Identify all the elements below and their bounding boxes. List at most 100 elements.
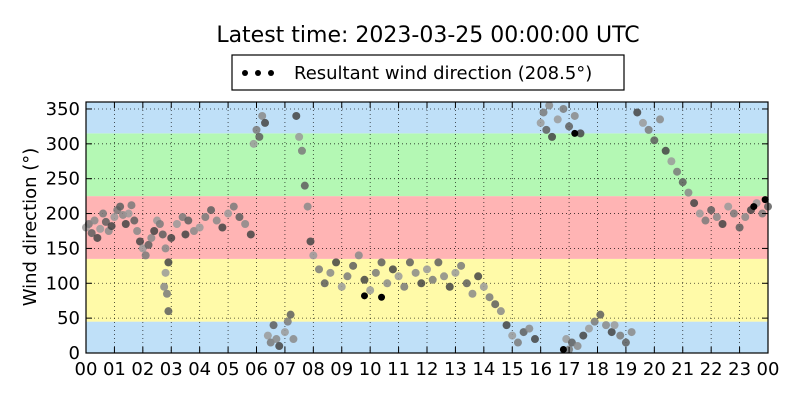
- x-tick-label: 06: [245, 359, 268, 380]
- wind-direction-point: [400, 282, 409, 291]
- wind-direction-point: [241, 220, 250, 229]
- wind-direction-point: [164, 307, 173, 316]
- x-tick-label: 07: [273, 359, 296, 380]
- wind-direction-point: [164, 258, 173, 267]
- wind-direction-point: [502, 321, 511, 330]
- data-points: [82, 101, 772, 354]
- wind-direction-point: [411, 268, 420, 277]
- wind-direction-point: [684, 188, 693, 197]
- wind-direction-point: [332, 258, 341, 267]
- wind-direction-point: [394, 272, 403, 281]
- wind-direction-point: [434, 258, 443, 267]
- wind-direction-point: [690, 199, 699, 208]
- wind-direction-point: [548, 132, 557, 141]
- x-tick-label: 08: [302, 359, 325, 380]
- wind-direction-point: [286, 310, 295, 319]
- wind-direction-point: [320, 279, 329, 288]
- wind-direction-point: [474, 272, 483, 281]
- x-tick-label: 15: [501, 359, 524, 380]
- wind-direction-point: [162, 289, 171, 298]
- wind-direction-point: [678, 178, 687, 187]
- x-axis: 00 01 02 03 04 05 06 07 08 09 10 11 12 13 14 15 16 17 18 19…: [75, 102, 779, 380]
- wind-direction-point: [155, 220, 164, 229]
- wind-direction-point: [371, 268, 380, 277]
- wind-direction-point: [161, 268, 170, 277]
- wind-direction-point: [124, 209, 133, 218]
- wind-direction-point: [729, 209, 738, 218]
- x-tick-label: 12: [416, 359, 439, 380]
- wind-direction-point: [135, 237, 144, 246]
- wind-direction-point: [343, 272, 352, 281]
- wind-direction-point: [573, 342, 582, 351]
- wind-direction-point: [644, 125, 653, 134]
- x-tick-label: 10: [359, 359, 382, 380]
- wind-direction-point: [160, 282, 169, 291]
- wind-direction-point: [496, 307, 505, 316]
- wind-direction-point: [218, 223, 227, 232]
- wind-direction-point: [315, 265, 324, 274]
- wind-direction-point: [172, 220, 181, 229]
- wind-direction-point: [116, 202, 125, 211]
- wind-direction-point: [255, 132, 264, 141]
- wind-direction-point: [121, 220, 130, 229]
- legend-marker-dot: [242, 70, 248, 76]
- wind-direction-point: [306, 237, 315, 246]
- wind-direction-point: [147, 233, 156, 242]
- wind-direction-point: [530, 335, 539, 344]
- x-tick-label: 04: [188, 359, 211, 380]
- x-tick-label: 05: [217, 359, 240, 380]
- wind-direction-point: [224, 209, 233, 218]
- wind-direction-point: [280, 328, 289, 337]
- wind-direction-point: [445, 282, 454, 291]
- wind-direction-point: [297, 146, 306, 155]
- wind-direction-point: [661, 146, 670, 155]
- x-tick-label: 21: [671, 359, 694, 380]
- wind-direction-point: [718, 220, 727, 229]
- y-tick-label: 250: [46, 169, 80, 190]
- y-tick-label: 350: [46, 99, 80, 120]
- wind-direction-point: [161, 244, 170, 253]
- plot-area: [82, 101, 772, 354]
- wind-direction-point: [201, 213, 210, 222]
- wind-direction-point: [130, 216, 139, 225]
- y-axis-label: Wind direction (°): [20, 148, 41, 307]
- recent-wind-point: [761, 196, 769, 204]
- x-tick-label: 14: [472, 359, 495, 380]
- wind-direction-point: [428, 275, 437, 284]
- wind-direction-point: [673, 167, 682, 176]
- wind-direction-point: [491, 300, 500, 309]
- recent-wind-point: [571, 129, 579, 137]
- x-tick-label: 23: [728, 359, 751, 380]
- wind-direction-point: [141, 251, 150, 260]
- wind-direction-point: [107, 222, 116, 231]
- wind-direction-point: [650, 136, 659, 145]
- wind-direction-point: [133, 226, 142, 235]
- wind-direction-point: [607, 328, 616, 337]
- wind-direction-point: [576, 129, 585, 138]
- wind-direction-point: [559, 104, 568, 113]
- legend-marker-dot: [255, 70, 261, 76]
- wind-direction-point: [184, 216, 193, 225]
- wind-direction-point: [300, 181, 309, 190]
- wind-direction-point: [99, 209, 108, 218]
- wind-direction-point: [303, 202, 312, 211]
- wind-direction-point: [610, 321, 619, 330]
- wind-direction-point: [553, 115, 562, 124]
- recent-wind-point: [750, 203, 758, 211]
- wind-direction-point: [229, 202, 238, 211]
- legend-label: Resultant wind direction (208.5°): [294, 63, 592, 84]
- wind-direction-point: [377, 258, 386, 267]
- wind-direction-point: [326, 268, 335, 277]
- wind-direction-point: [584, 324, 593, 333]
- legend-marker-dot: [268, 70, 274, 76]
- wind-direction-point: [536, 118, 545, 127]
- wind-direction-point: [167, 233, 176, 242]
- y-axis: 0 50 100 150 200 250 300 350: [46, 99, 768, 364]
- wind-direction-point: [627, 328, 636, 337]
- x-tick-label: 20: [643, 359, 666, 380]
- x-tick-label: 19: [614, 359, 637, 380]
- wind-direction-point: [741, 213, 750, 222]
- wind-direction-point: [701, 216, 710, 225]
- y-tick-label: 300: [46, 134, 80, 155]
